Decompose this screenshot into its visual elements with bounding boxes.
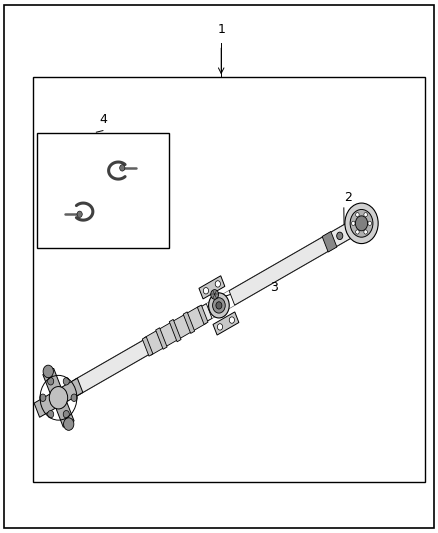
Polygon shape xyxy=(169,319,181,342)
Polygon shape xyxy=(53,394,74,427)
Polygon shape xyxy=(56,378,83,405)
Circle shape xyxy=(356,213,359,217)
Polygon shape xyxy=(183,312,194,334)
Circle shape xyxy=(208,293,229,318)
Polygon shape xyxy=(142,337,153,356)
Circle shape xyxy=(345,203,378,244)
Polygon shape xyxy=(155,328,167,349)
Text: 1: 1 xyxy=(217,23,225,36)
Polygon shape xyxy=(229,222,355,305)
Circle shape xyxy=(355,216,367,231)
Text: 3: 3 xyxy=(270,281,278,294)
Circle shape xyxy=(356,230,359,234)
Circle shape xyxy=(48,410,54,418)
Polygon shape xyxy=(362,213,377,225)
Bar xyxy=(37,133,169,248)
Circle shape xyxy=(352,221,355,225)
Polygon shape xyxy=(198,305,208,325)
Circle shape xyxy=(63,377,69,385)
Circle shape xyxy=(216,302,222,309)
Polygon shape xyxy=(213,312,239,335)
Circle shape xyxy=(77,211,82,217)
Polygon shape xyxy=(199,276,225,299)
Circle shape xyxy=(229,317,234,323)
Circle shape xyxy=(212,298,225,313)
Text: 2: 2 xyxy=(344,191,352,204)
Circle shape xyxy=(364,230,367,234)
Circle shape xyxy=(64,418,74,430)
Polygon shape xyxy=(322,231,337,252)
Circle shape xyxy=(350,209,373,237)
Circle shape xyxy=(48,377,54,385)
Circle shape xyxy=(217,324,223,330)
Bar xyxy=(33,77,425,482)
Polygon shape xyxy=(200,304,212,322)
Circle shape xyxy=(63,410,69,418)
Circle shape xyxy=(364,213,367,217)
Circle shape xyxy=(49,386,67,409)
Polygon shape xyxy=(43,368,64,401)
Text: 4: 4 xyxy=(99,114,107,126)
Circle shape xyxy=(211,289,219,299)
Circle shape xyxy=(120,165,125,171)
Polygon shape xyxy=(144,306,206,355)
Circle shape xyxy=(43,365,53,378)
Circle shape xyxy=(337,232,343,240)
Polygon shape xyxy=(34,391,61,417)
Circle shape xyxy=(215,281,220,287)
Circle shape xyxy=(71,394,77,401)
Circle shape xyxy=(40,394,46,401)
Circle shape xyxy=(203,288,208,294)
Polygon shape xyxy=(71,340,150,396)
Circle shape xyxy=(368,221,371,225)
